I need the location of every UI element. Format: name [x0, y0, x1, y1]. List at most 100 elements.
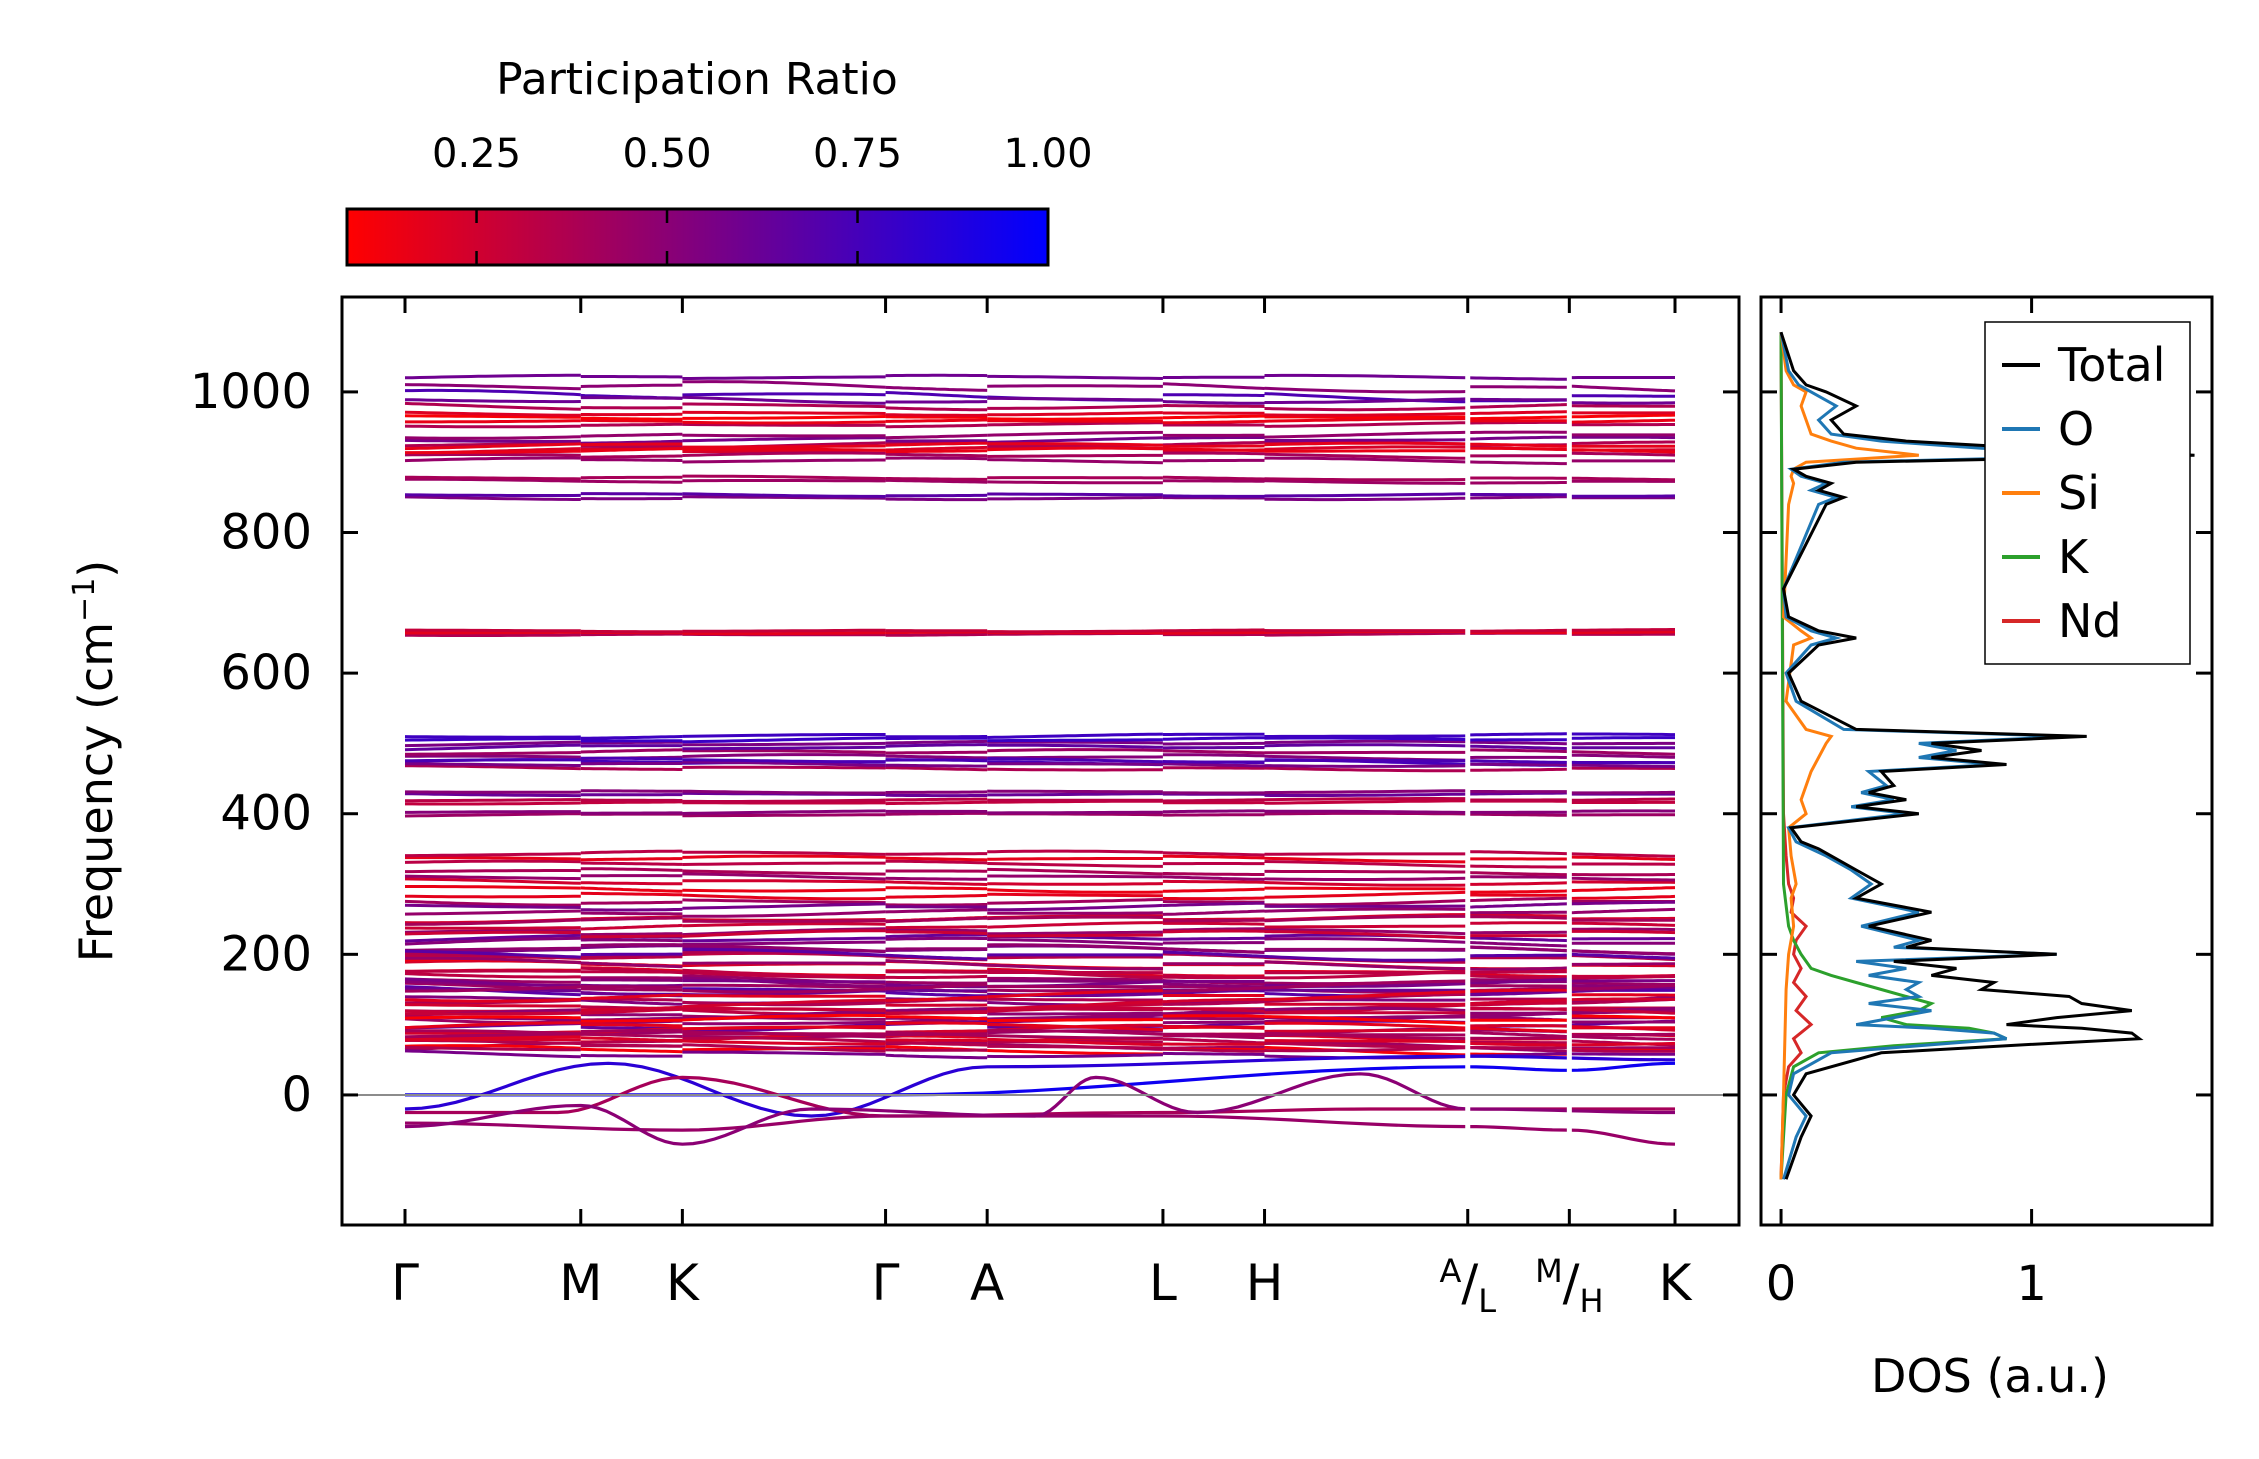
- band-line: [987, 1046, 1163, 1048]
- band-line: [1569, 386, 1675, 391]
- band-line: [987, 890, 1163, 893]
- band-line: [1163, 874, 1265, 875]
- band-line: [405, 403, 581, 409]
- band-line: [581, 1025, 683, 1026]
- band-line: [1468, 437, 1570, 439]
- band-line: [886, 420, 988, 421]
- band-line: [682, 755, 885, 757]
- band-line: [682, 404, 885, 407]
- band-line: [682, 863, 885, 864]
- band-line: [682, 630, 885, 631]
- band-line: [886, 932, 988, 934]
- band-line: [1468, 378, 1570, 380]
- band-line: [886, 741, 988, 743]
- k-point-label: K: [666, 1254, 700, 1312]
- band-line: [1468, 482, 1570, 483]
- band-line: [581, 460, 683, 461]
- y-axis-label-sup: −1: [67, 578, 102, 622]
- band-line: [987, 932, 1163, 934]
- band-line: [682, 747, 885, 748]
- band-line: [1265, 498, 1468, 499]
- band-line: [1569, 929, 1675, 930]
- band-line: [1163, 877, 1265, 880]
- band-line: [1468, 1047, 1570, 1048]
- band-line: [987, 494, 1163, 495]
- band-line: [1265, 408, 1468, 410]
- band-line: [886, 990, 988, 991]
- band-line: [987, 769, 1163, 770]
- band-line: [405, 455, 581, 456]
- band-line: [1265, 794, 1468, 795]
- band-line: [682, 446, 885, 447]
- y-axis-label-close: ): [69, 560, 123, 578]
- band-line: [682, 895, 885, 899]
- band-line: [886, 425, 988, 427]
- band-line: [1163, 920, 1265, 921]
- band-line: [682, 938, 885, 941]
- band-line: [1569, 632, 1675, 633]
- band-line: [405, 739, 581, 741]
- legend-label-si: Si: [2058, 466, 2100, 520]
- band-line: [987, 742, 1163, 743]
- band-line: [405, 1013, 581, 1014]
- band-line: [1265, 741, 1468, 742]
- legend-label-k: K: [2058, 530, 2090, 584]
- band-line: [682, 931, 885, 937]
- band-line: [405, 760, 581, 761]
- colorbar-title: Participation Ratio: [496, 54, 898, 105]
- band-line: [581, 385, 683, 386]
- band-line: [1163, 800, 1265, 801]
- band-line: [1468, 750, 1570, 752]
- band-line: [1569, 909, 1675, 912]
- band-line: [987, 438, 1163, 443]
- band-line: [1265, 909, 1468, 911]
- band-line: [1163, 1039, 1265, 1043]
- band-line: [1569, 442, 1675, 444]
- band-line: [405, 858, 581, 859]
- band-line: [987, 905, 1163, 909]
- band-line: [987, 482, 1163, 483]
- band-line: [1468, 746, 1570, 749]
- band-line: [1163, 931, 1265, 932]
- band-line: [886, 435, 988, 437]
- k-point-label: A/L: [1439, 1252, 1496, 1320]
- k-point-label: K: [1659, 1254, 1693, 1312]
- band-line: [581, 737, 683, 739]
- band-line: [581, 925, 683, 929]
- band-line: [886, 878, 988, 879]
- band-line: [581, 377, 683, 378]
- k-point-label-sub: H: [1580, 1282, 1604, 1320]
- y-tick-label: 200: [220, 926, 312, 982]
- band-line: [1163, 768, 1265, 769]
- band-line: [1265, 738, 1468, 740]
- band-line: [581, 987, 683, 988]
- band-line: [886, 1013, 988, 1014]
- dos-x-tick-label: 0: [1766, 1256, 1797, 1312]
- band-line: [987, 864, 1163, 867]
- band-line: [682, 1009, 885, 1011]
- band-line: [581, 869, 683, 871]
- band-line: [405, 400, 581, 402]
- band-line: [1569, 420, 1675, 422]
- band-line: [1265, 479, 1468, 480]
- band-line: [1265, 440, 1468, 441]
- band-line: [682, 1022, 885, 1023]
- band-line: [1468, 1038, 1570, 1039]
- band-line: [581, 936, 683, 937]
- band-line: [987, 812, 1163, 813]
- band-line: [682, 996, 885, 997]
- band-line: [886, 1023, 988, 1024]
- band-line: [1569, 755, 1675, 757]
- band-line: [682, 1052, 885, 1054]
- band-line: [886, 454, 988, 456]
- band-line: [682, 394, 885, 395]
- band-line: [405, 385, 581, 389]
- band-line: [987, 791, 1163, 792]
- band-line: [682, 881, 885, 882]
- band-line: [1569, 882, 1675, 883]
- band-line: [1468, 761, 1570, 763]
- band-line: [886, 458, 988, 459]
- band-line: [581, 863, 683, 864]
- band-line: [581, 800, 683, 801]
- band-line: [1569, 888, 1675, 891]
